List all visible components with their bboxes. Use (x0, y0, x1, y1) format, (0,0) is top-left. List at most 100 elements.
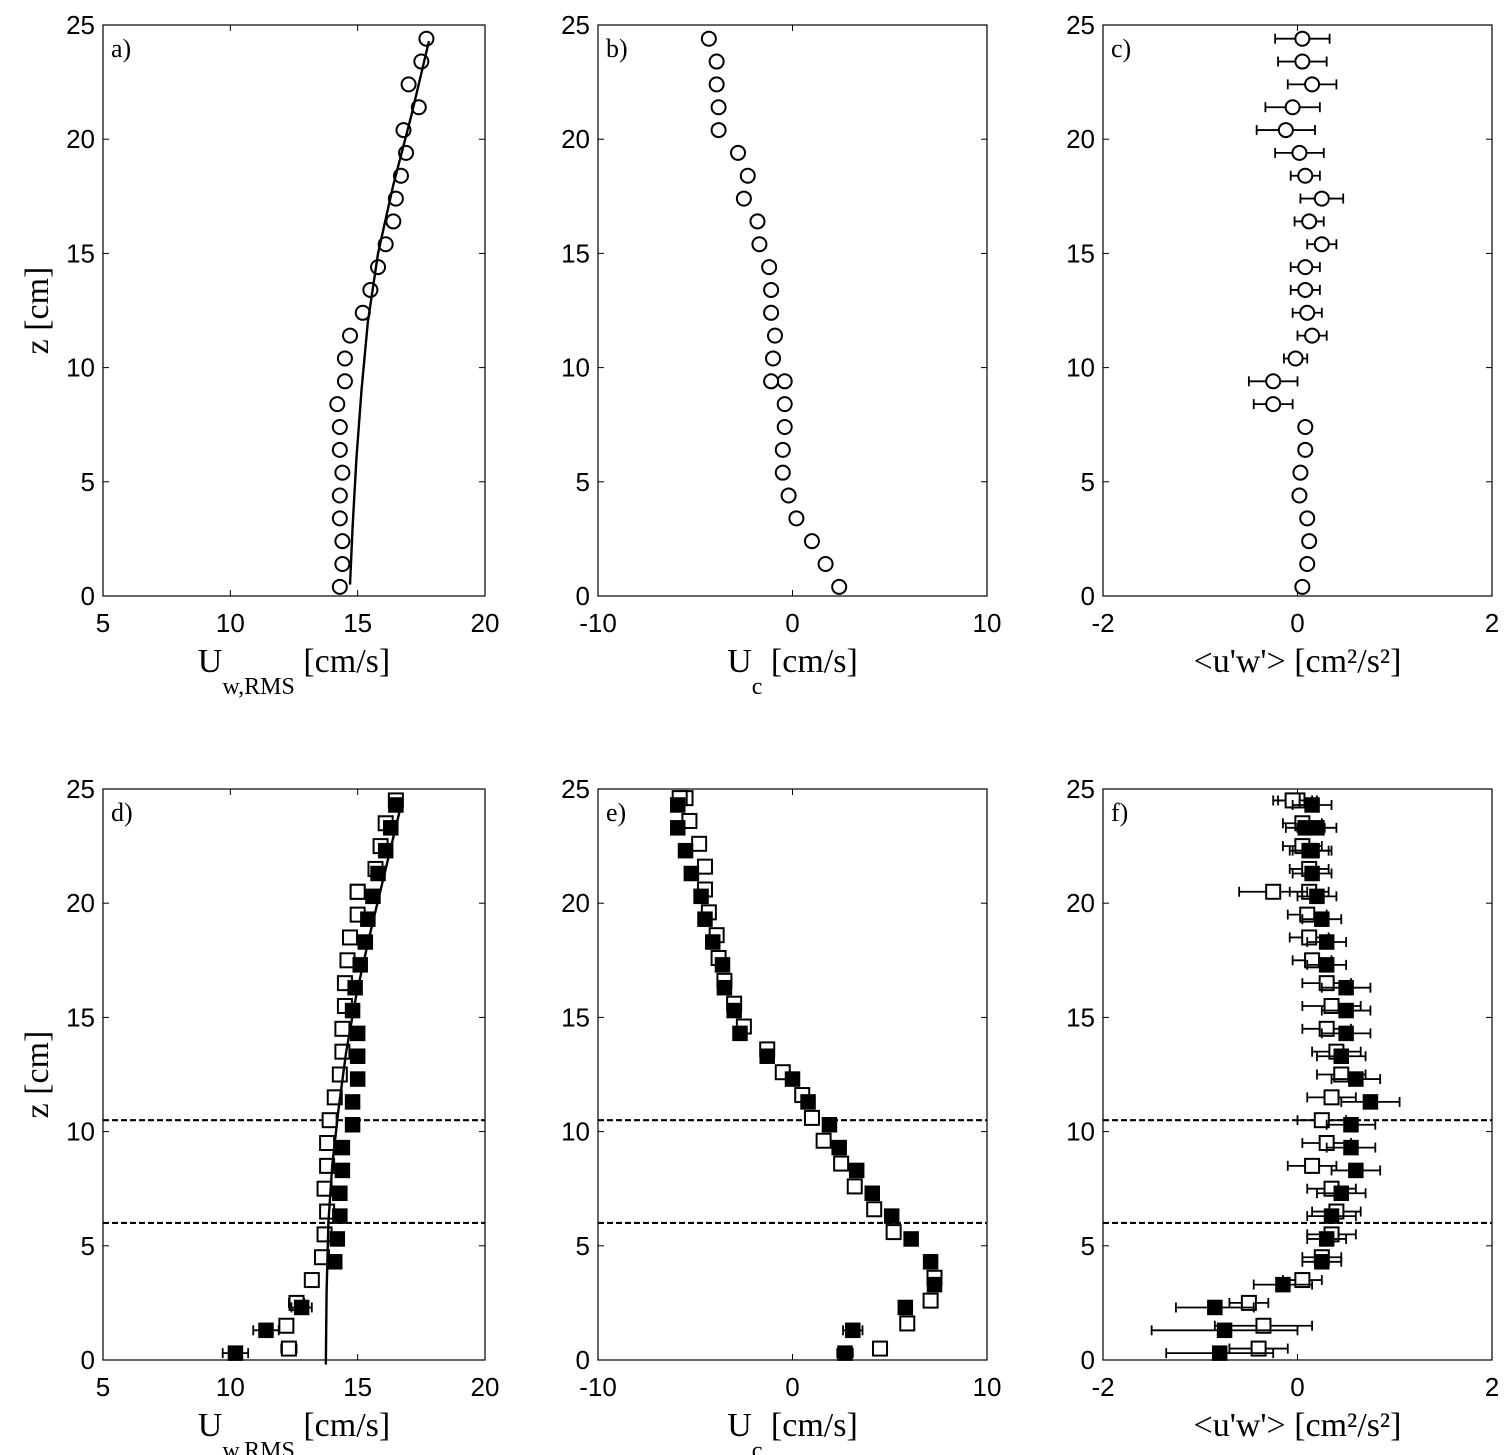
data-point (899, 1315, 916, 1332)
data-point (833, 1155, 850, 1172)
y-tick-label: 25 (1066, 774, 1095, 804)
data-point (1294, 30, 1311, 47)
data-point (258, 1322, 274, 1339)
x-tick-label: 0 (785, 1372, 799, 1402)
data-point (1343, 1116, 1359, 1133)
data-point (1294, 1272, 1311, 1289)
data-point (334, 533, 351, 550)
y-tick-label: 15 (1066, 1002, 1095, 1032)
y-tick-label: 0 (576, 581, 590, 611)
data-point (1318, 1231, 1335, 1247)
data-point (766, 327, 783, 344)
x-tick-label: 2 (1485, 608, 1499, 638)
data-point (1343, 1139, 1359, 1156)
y-tick-label: 15 (561, 1002, 590, 1032)
data-point (669, 797, 686, 813)
data-point (866, 1201, 883, 1218)
x-tick-label: -2 (1091, 608, 1114, 638)
data-point (349, 883, 366, 900)
y-axis-label: z [cm] (19, 267, 56, 355)
data-point (774, 441, 791, 458)
data-point (1333, 1048, 1350, 1064)
y-tick-label: 25 (1066, 10, 1095, 40)
data-point (370, 259, 387, 276)
data-point (763, 373, 780, 390)
data-point (708, 76, 725, 93)
data-point (922, 1254, 939, 1270)
data-point (331, 418, 348, 435)
data-point (1275, 1276, 1291, 1293)
data-point (864, 1185, 880, 1202)
data-point (1299, 304, 1316, 321)
data-point (319, 1157, 336, 1174)
data-point (1297, 167, 1314, 184)
data-point (776, 418, 793, 435)
data-point (739, 167, 756, 184)
data-point (1301, 213, 1318, 230)
y-tick-label: 5 (81, 467, 95, 497)
y-tick-label: 20 (1066, 124, 1095, 154)
y-tick-label: 0 (81, 581, 95, 611)
data-point (846, 1178, 863, 1195)
data-point (1287, 350, 1304, 367)
plot-frame (597, 24, 988, 597)
data-point (705, 934, 721, 950)
x-tick-label: 10 (216, 608, 245, 638)
data-point (336, 373, 353, 390)
y-tick-label: 10 (561, 353, 590, 383)
data-point (1284, 99, 1301, 116)
x-tick-label: 5 (96, 1372, 110, 1402)
x-axis-label: Uw,RMS [cm/s] (198, 1407, 390, 1455)
data-point (1207, 1299, 1223, 1316)
data-point (1318, 957, 1335, 973)
data-point (349, 1071, 366, 1087)
data-point (1333, 1185, 1350, 1202)
data-point (1292, 464, 1309, 481)
data-point (1338, 1025, 1354, 1042)
x-tick-label: 10 (216, 1372, 245, 1402)
data-point (1297, 259, 1314, 276)
data-point (751, 236, 768, 253)
data-point (334, 464, 351, 481)
y-tick-label: 10 (561, 1117, 590, 1147)
data-point (1304, 327, 1321, 344)
data-point (803, 1109, 820, 1126)
data-point (334, 1020, 351, 1037)
data-point (387, 190, 404, 207)
data-point (336, 350, 353, 367)
data-point (1348, 1071, 1364, 1087)
data-point (1294, 578, 1311, 595)
data-point (1301, 842, 1317, 859)
x-tick-label: -10 (579, 608, 617, 638)
plot-frame (102, 788, 486, 1361)
data-point (1216, 1322, 1233, 1339)
data-point (344, 1116, 361, 1133)
x-tick-label: 10 (973, 608, 1002, 638)
data-point (278, 1317, 295, 1334)
plot-frame (102, 24, 486, 597)
data-point (362, 281, 379, 298)
y-tick-label: 25 (66, 10, 95, 40)
data-point (710, 122, 727, 139)
x-axis-label: <u'w'> [cm²/s²] (1194, 643, 1402, 680)
fit-line (324, 800, 404, 1365)
data-point (326, 1089, 343, 1106)
x-tick-label: 2 (1485, 1372, 1499, 1402)
y-tick-label: 5 (1081, 467, 1095, 497)
y-tick-label: 15 (1066, 238, 1095, 268)
x-axis-label: <u'w'> [cm²/s²] (1194, 1407, 1402, 1444)
data-point (1297, 281, 1314, 298)
data-point (1291, 144, 1308, 161)
data-point (831, 578, 848, 595)
data-point (726, 1002, 742, 1019)
data-point (1318, 975, 1335, 992)
data-point (1304, 76, 1321, 93)
data-point (710, 99, 727, 116)
y-tick-label: 10 (66, 353, 95, 383)
data-point (1277, 122, 1294, 139)
data-point (360, 911, 376, 927)
data-point (1323, 1208, 1340, 1224)
